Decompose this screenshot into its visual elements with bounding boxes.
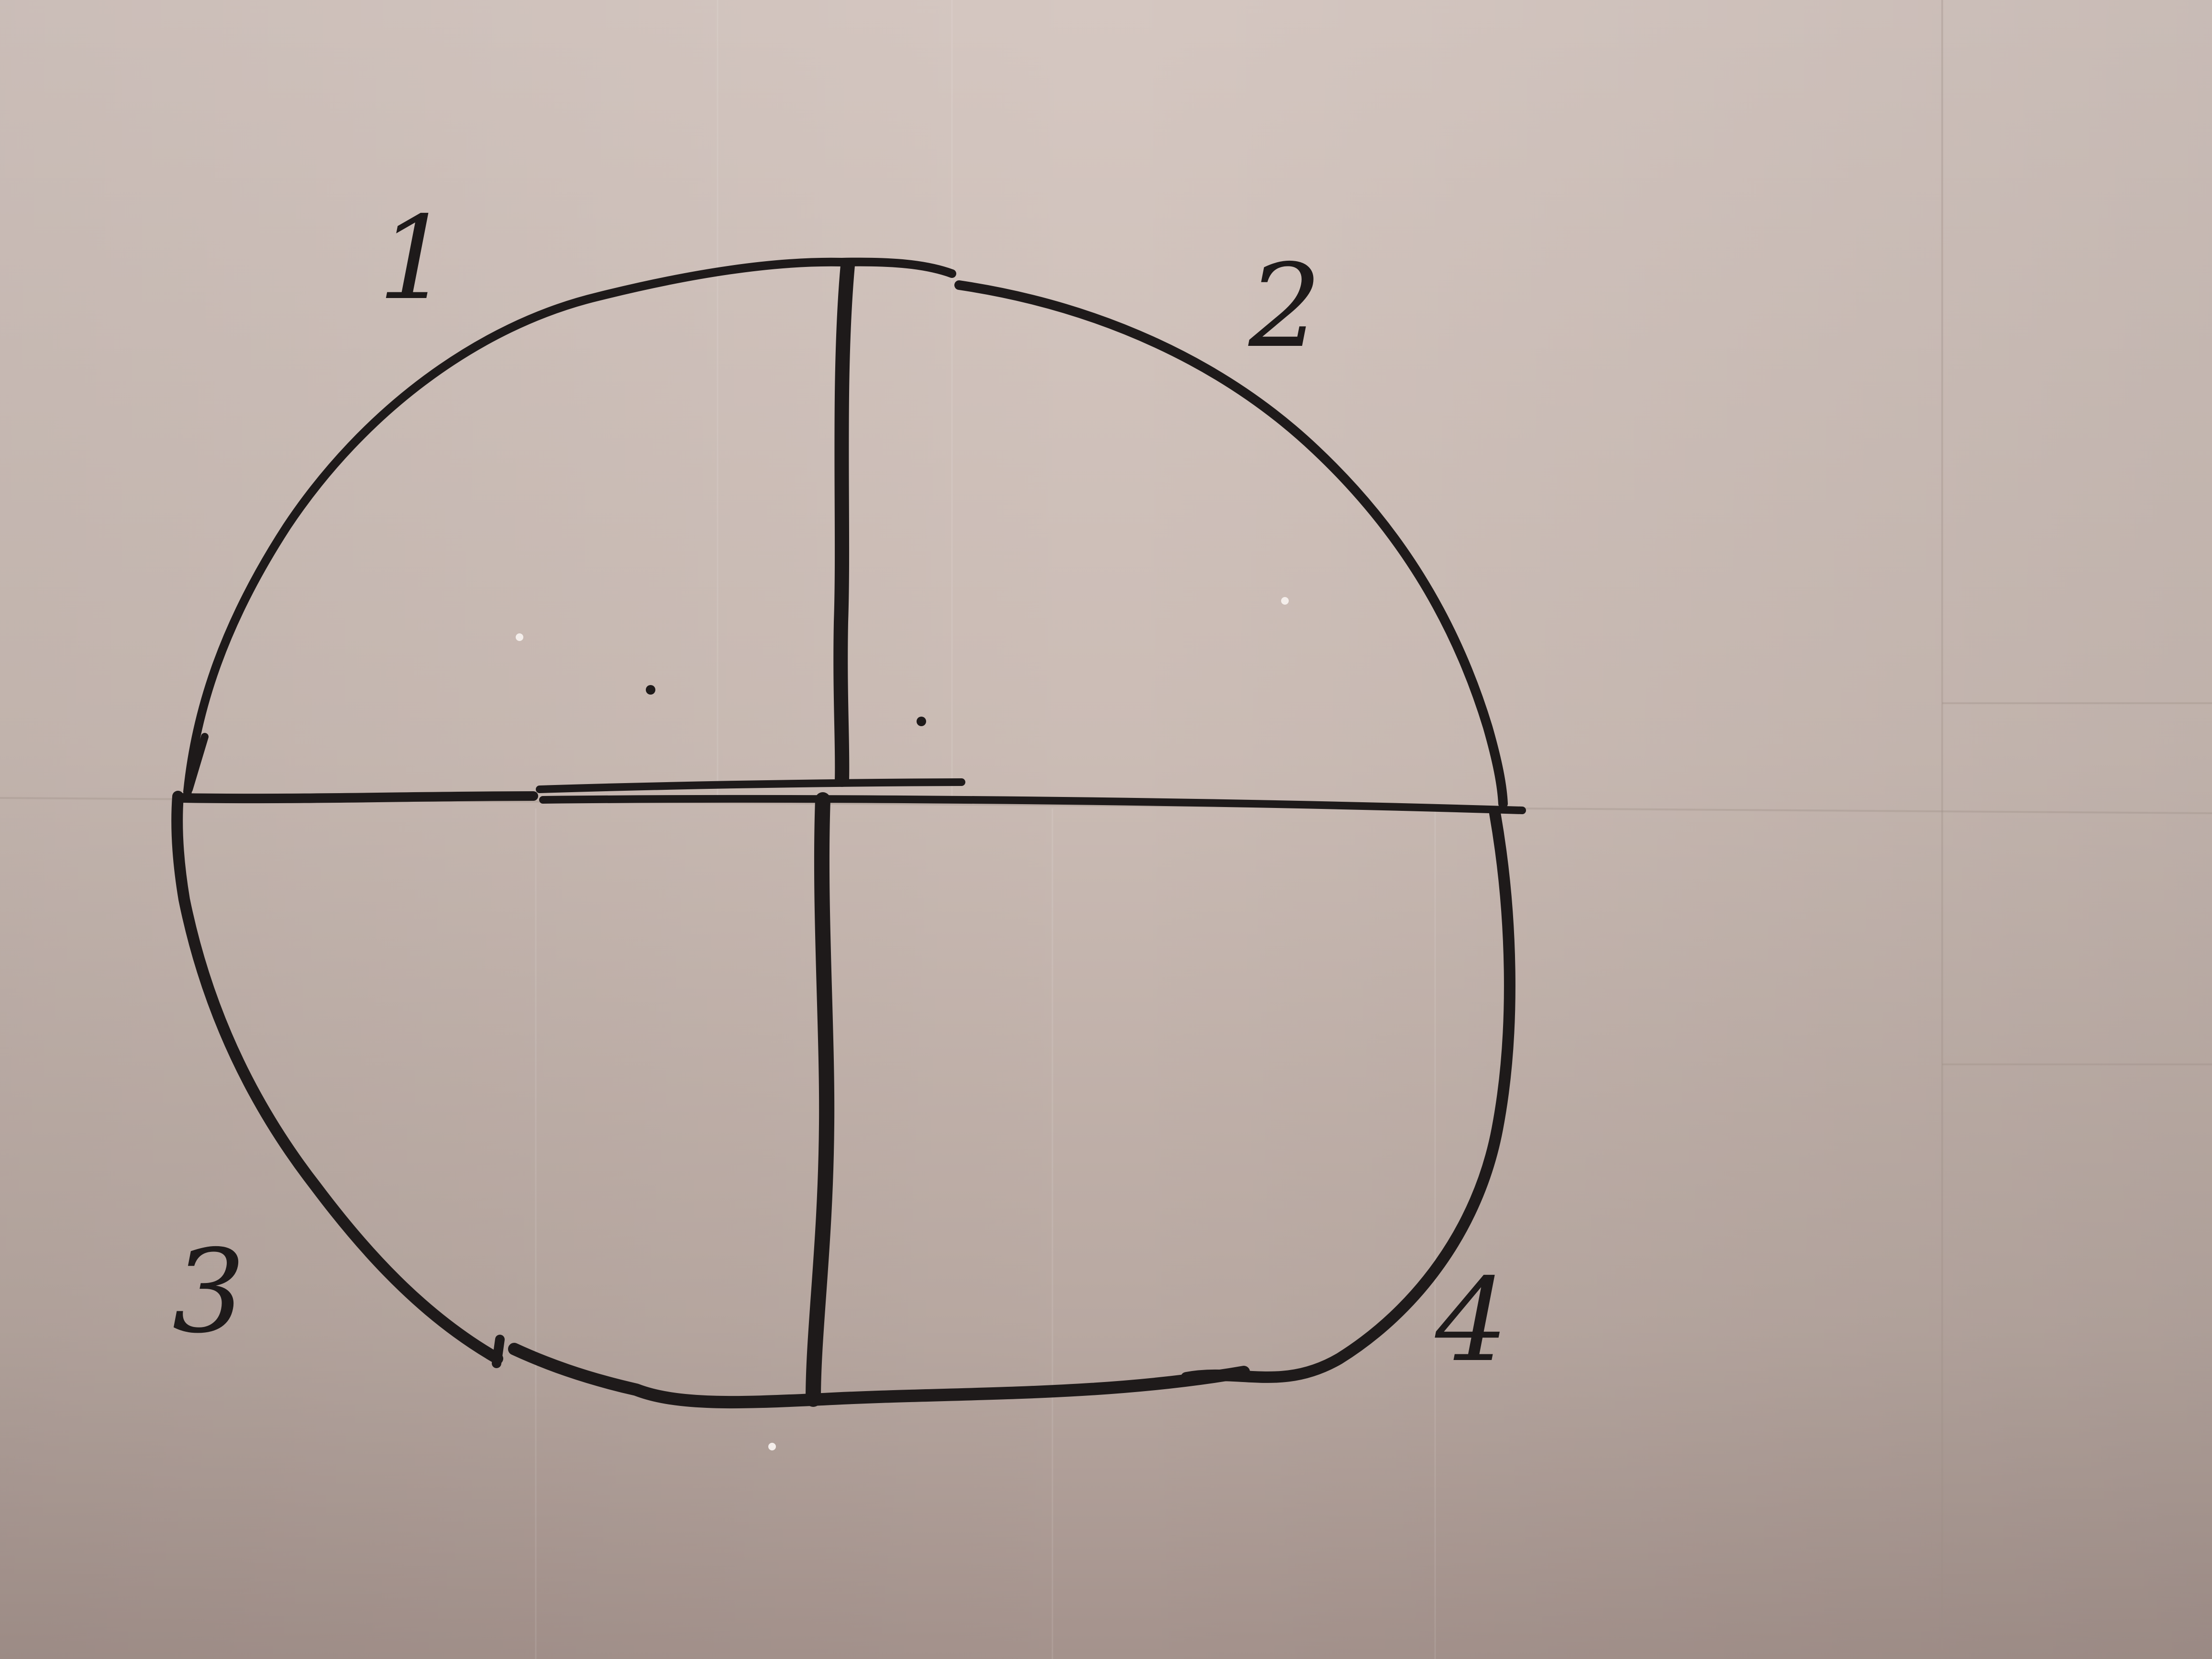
horizontal-divider-left [177,791,538,804]
quadrant-label-2: 2 [1249,239,1322,373]
circle-arc-right-upper [954,280,1508,808]
circle-arc-right-lower [1181,807,1515,1383]
quadrant-label-3: 3 [172,1225,245,1359]
quadrant-label-1: 1 [378,191,451,325]
circle-tick-left [185,733,209,793]
circle-arc-lower-left [171,791,503,1364]
vertical-divider-lower [806,792,835,1407]
quadrant-label-4: 4 [1435,1253,1508,1387]
horizontal-divider-mid [536,778,965,793]
paper-dots [516,597,1289,1450]
circle-tick-bottom [492,1335,505,1368]
vertical-divider-upper [833,258,855,787]
horizontal-divider-right [539,795,1526,814]
circle-arc-bottom [508,1343,1250,1409]
drawing [171,257,1526,1409]
circle-arc-upper-left [183,257,846,796]
paper-faint-tiles [535,0,1436,1659]
circle-arc-upper-right [838,257,956,278]
